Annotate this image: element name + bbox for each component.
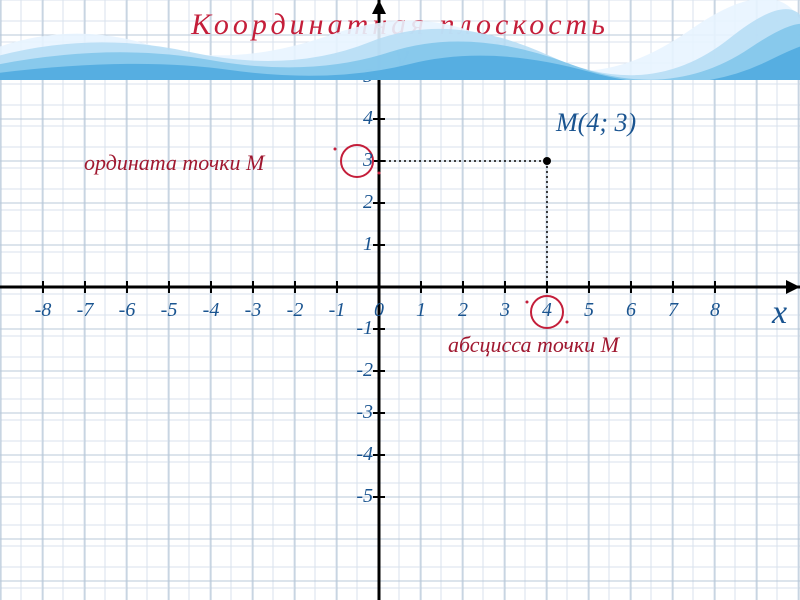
x-tick-label: -6 [113,299,141,322]
y-tick-label: -4 [345,443,373,466]
y-tick-label: 2 [345,191,373,214]
x-tick-label: 8 [701,299,729,322]
x-tick-label: 6 [617,299,645,322]
y-tick-label: -2 [345,359,373,382]
x-tick-label: 2 [449,299,477,322]
y-tick-label: 3 [345,149,373,172]
y-tick-label: -3 [345,401,373,424]
x-tick-label: -2 [281,299,309,322]
x-tick-label: -3 [239,299,267,322]
y-axis-label: y [394,38,409,76]
y-tick-label: -5 [345,485,373,508]
point-m-label: М(4; 3) [556,108,636,138]
y-tick-label: 4 [345,107,373,130]
x-tick-label: 4 [533,299,561,322]
x-axis-label: x [772,294,787,332]
abscissa-annotation: абсцисса точки М [448,332,619,358]
y-tick-label: 5 [345,65,373,88]
x-tick-label: -4 [197,299,225,322]
x-tick-label: -8 [29,299,57,322]
chart-title: Координатная плоскость [0,8,800,42]
y-tick-label: 1 [345,233,373,256]
x-tick-label: 1 [407,299,435,322]
x-tick-label: -5 [155,299,183,322]
x-tick-label: 5 [575,299,603,322]
x-tick-label: 3 [491,299,519,322]
ordinate-annotation: ордината точки М [84,150,264,176]
x-tick-label: -7 [71,299,99,322]
x-tick-label: 7 [659,299,687,322]
y-tick-label: -1 [345,317,373,340]
coordinate-plane-container: Координатная плоскость y x М(4; 3) ордин… [0,0,800,600]
